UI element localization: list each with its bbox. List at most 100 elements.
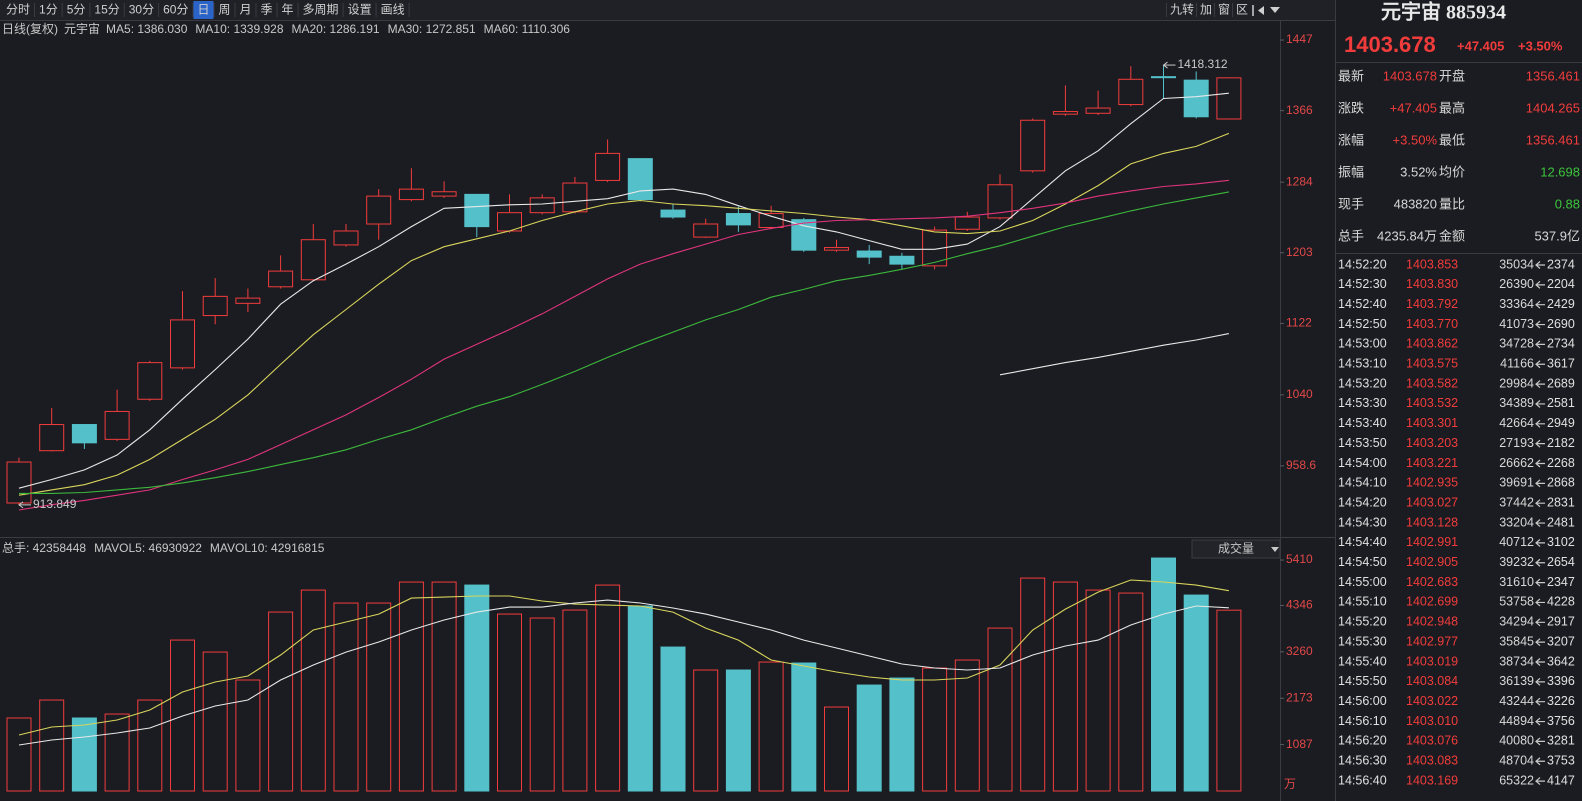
tool-button[interactable]: 区 [1236, 3, 1248, 17]
toolbar-button[interactable]: 季 [257, 1, 277, 19]
tick-volume: 33364 [1499, 297, 1534, 311]
toolbar [0, 0, 1335, 20]
icon[interactable] [1258, 6, 1264, 15]
candle-body [889, 255, 915, 265]
legend-entry: MA20: 1286.191 [292, 22, 380, 36]
tick-arrow [1535, 638, 1545, 647]
button-label[interactable]: 15分 [94, 3, 119, 17]
toolbar-button[interactable]: 15分 [90, 1, 123, 19]
quote-value: +3.50% [1393, 132, 1438, 147]
button-label[interactable]: 1分 [39, 3, 58, 17]
toolbar-button[interactable]: 年 [278, 1, 298, 19]
tick-volume: 35845 [1499, 634, 1534, 648]
toolbar-button[interactable]: 30分 [125, 1, 158, 19]
tick-volume: 36139 [1499, 674, 1534, 688]
tick-price: 1403.076 [1406, 734, 1458, 748]
toolbar-button[interactable]: 分时 [2, 1, 34, 19]
tick-price: 1402.935 [1406, 476, 1458, 490]
tick-count: 2734 [1547, 337, 1575, 351]
dropdown-arrow[interactable] [1271, 547, 1279, 552]
ma-line [999, 333, 1230, 376]
legend-entry: MAVOL5: 46930922 [94, 541, 202, 555]
toolbar-button[interactable]: 60分 [159, 1, 192, 19]
volume-bar [529, 617, 555, 792]
volume-bar [464, 584, 490, 792]
button-label[interactable]: 日 [197, 3, 209, 17]
toolbar-button[interactable]: 日 [193, 1, 214, 19]
ma-line [19, 191, 1229, 494]
button-label[interactable]: 分时 [6, 3, 30, 17]
button-label[interactable]: 60分 [163, 3, 188, 17]
toolbar-button[interactable]: 画线 [377, 1, 409, 19]
tick-time: 14:55:00 [1338, 575, 1387, 589]
tick-price: 1403.221 [1406, 456, 1458, 470]
button-label[interactable]: 周 [218, 3, 230, 17]
volume-bar [300, 589, 326, 792]
tick-list: 14:52:20 1403.853 35034 2374 14:52:30 1403.83… [1338, 257, 1575, 787]
candle-body [1085, 107, 1111, 114]
tick-count: 4228 [1547, 595, 1575, 609]
tick-price: 1402.948 [1406, 615, 1458, 629]
tick-arrow [1535, 459, 1545, 468]
tool-button[interactable]: 加 [1200, 3, 1212, 17]
tick-volume: 29984 [1499, 376, 1534, 390]
candle-body [398, 188, 424, 201]
button-label[interactable]: 多周期 [303, 3, 339, 17]
tick-count: 3642 [1547, 654, 1575, 668]
toolbar-button[interactable]: 月 [236, 1, 256, 19]
tick-count: 3756 [1547, 714, 1575, 728]
button-label[interactable]: 30分 [129, 3, 154, 17]
dropdown[interactable] [1191, 539, 1281, 559]
toolbar-button[interactable]: 周 [214, 1, 234, 19]
tick-arrow [1535, 558, 1545, 567]
tick-price: 1403.862 [1406, 337, 1458, 351]
tick-arrow [1535, 737, 1545, 746]
tick-price: 1403.792 [1406, 297, 1458, 311]
volume-bar [202, 651, 228, 792]
quote-value: 1403.678 [1383, 68, 1437, 83]
candle-body [137, 362, 163, 400]
toolbar-icons[interactable] [1252, 5, 1280, 16]
tool-button[interactable]: 九转 [1170, 2, 1194, 17]
tool-button[interactable]: 窗 [1218, 3, 1230, 17]
quote-label: 均价 [1439, 164, 1465, 179]
button-bg[interactable] [193, 1, 214, 19]
quote-value: 12.698 [1540, 164, 1580, 179]
toolbar-button[interactable]: 5分 [63, 1, 90, 19]
volume-bar [235, 679, 261, 792]
candle-body [268, 270, 294, 288]
volume-bar [595, 584, 621, 792]
legend-entry: MA5: 1386.030 [106, 22, 188, 36]
quote-value: 537.9亿 [1534, 228, 1580, 243]
icon[interactable] [1270, 7, 1280, 13]
tick-price: 1403.084 [1406, 674, 1458, 688]
button-label[interactable]: 设置 [348, 3, 372, 17]
toolbar-button[interactable]: 1分 [35, 1, 62, 19]
volume-bar [104, 713, 130, 792]
tick-count: 4147 [1547, 773, 1575, 787]
button-label[interactable]: 季 [261, 3, 273, 17]
button-label[interactable]: 画线 [381, 3, 405, 17]
tick-volume: 34294 [1499, 615, 1534, 629]
candle-body [431, 191, 457, 197]
button-label[interactable]: 年 [282, 3, 294, 17]
tick-count: 2374 [1547, 257, 1575, 271]
candle-body [6, 461, 32, 504]
toolbar-button[interactable]: 设置 [344, 1, 376, 19]
quote-label: 最高 [1439, 100, 1465, 115]
toolbar-button[interactable]: 多周期 [299, 1, 343, 19]
quote-price: 1403.678 [1344, 32, 1436, 57]
unit-label: 万 [1284, 777, 1296, 791]
volume-bar [889, 677, 915, 792]
y-tick-label: 958.6 [1286, 458, 1316, 472]
tick-count: 2949 [1547, 416, 1575, 430]
tick-volume: 35034 [1499, 257, 1534, 271]
volume-bar [497, 613, 522, 792]
button-label[interactable]: 月 [240, 3, 252, 17]
tick-time: 14:53:50 [1338, 436, 1387, 450]
candle-body [529, 197, 555, 214]
dropdown-label[interactable]: 成交量 [1218, 541, 1254, 556]
tick-volume: 48704 [1499, 754, 1534, 768]
button-label[interactable]: 5分 [67, 3, 86, 17]
tick-time: 14:56:30 [1338, 754, 1387, 768]
